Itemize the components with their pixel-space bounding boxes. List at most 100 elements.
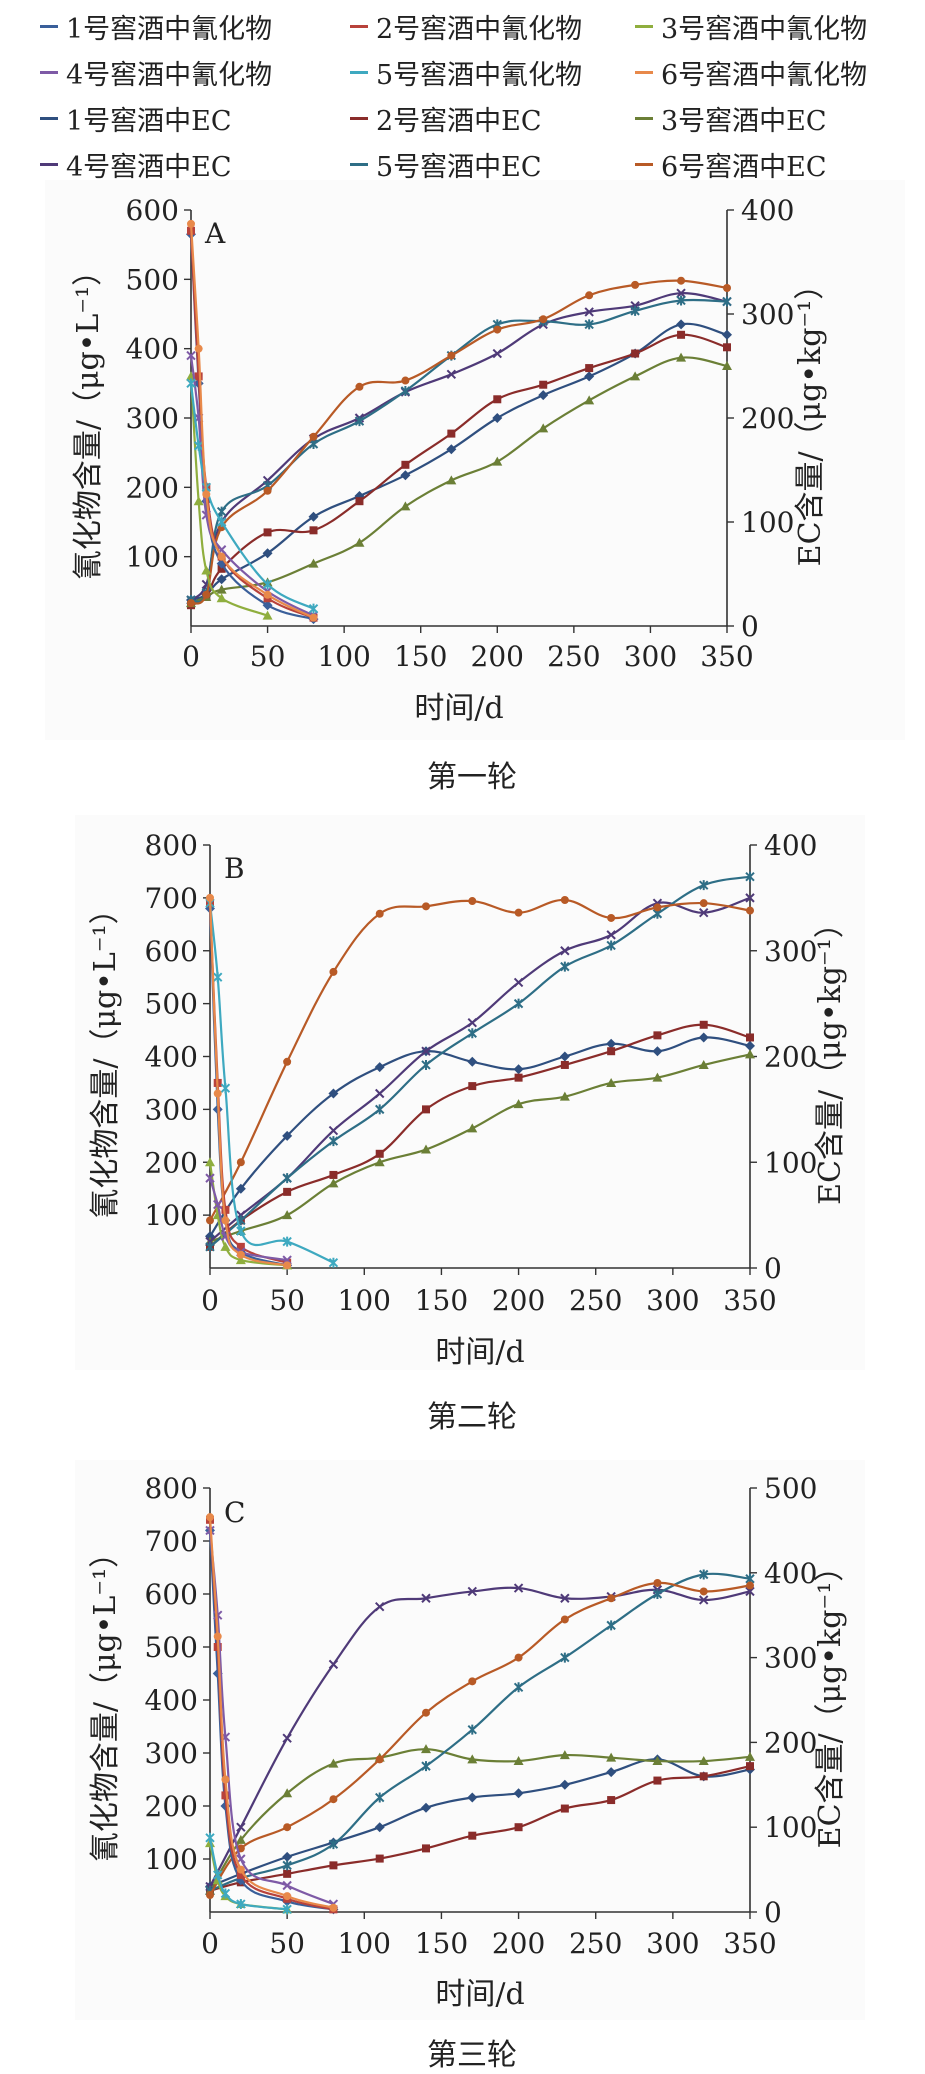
x-tick-label: 250 [569,1927,622,1960]
ec-point [584,319,594,330]
right-y-tick-label: 400 [741,194,794,227]
ec-point [422,1708,430,1717]
ec-point [205,1241,215,1252]
cyanide-series [186,371,273,620]
ec-point [309,526,318,535]
ec-point [329,1861,338,1870]
cyanide-point [262,579,273,590]
ec-point [746,1033,754,1042]
ec-point [745,1049,755,1059]
ec-point [468,1677,477,1686]
panel-a-background [45,180,905,740]
ec-point [699,880,709,891]
cyanide-point [283,1261,292,1270]
ec-point [375,1088,385,1099]
ec-point [513,1756,524,1766]
ec-point [421,1761,431,1772]
ec-point [676,319,687,330]
ec-point [467,1586,477,1597]
ec-point [355,382,364,391]
ec-point [236,1158,245,1167]
legend-swatch [40,70,58,74]
ec-point [421,1802,431,1813]
cyanide-point [329,1903,338,1912]
ec-point [375,1755,384,1764]
cyanide-series [206,893,292,1270]
ec-point [374,1157,385,1167]
legend-swatch [635,24,653,28]
ec-point [513,998,524,1009]
ec-point [421,1046,431,1056]
cyanide-point [213,1610,223,1620]
left-y-tick-label: 100 [145,1199,198,1232]
cyanide-point [193,496,204,506]
ec-point [559,1750,570,1760]
x-tick-label: 100 [338,1927,391,1960]
ec-point [513,1788,524,1799]
ec-point [375,1104,385,1115]
legend-label: 2号窖酒中氰化物 [376,13,583,45]
ec-series [206,1020,754,1251]
ec-point [699,1587,708,1596]
ec-point [560,1804,569,1813]
ec-point [492,413,503,423]
ec-point [374,1822,385,1833]
ec-point [375,1149,384,1158]
legend-swatch [635,70,653,74]
ec-point [585,364,594,373]
x-tick-label: 50 [269,1284,305,1317]
ec-point [514,1073,523,1082]
ec-point [560,1593,570,1603]
ec-point [400,385,411,396]
ec-point [607,1796,616,1805]
cyanide-point [220,1888,231,1899]
ec-point [282,1173,292,1184]
cyanide-point [328,1257,339,1268]
ec-point [493,325,502,334]
right-y-tick-label: 200 [764,1726,817,1759]
ec-point [283,1187,292,1196]
ec-point [584,307,594,317]
cyanide-point [236,1242,245,1251]
right-y-tick-label: 0 [764,1252,782,1285]
ec-point [559,1051,570,1062]
chart-legend: 1号窖酒中氰化物 2号窖酒中氰化物 3号窖酒中氰化物 4号窖酒中氰化物 5号窖酒中氰化物… [40,4,920,184]
ec-point [375,1602,385,1612]
ec-point [446,444,457,455]
legend-swatch [40,162,58,166]
caption-c: 第三轮 [427,2038,517,2073]
ec-point [468,1831,477,1840]
ec-point [606,1038,617,1049]
cyanide-point [206,893,214,902]
ec-point [606,1752,617,1762]
ec-point [328,1758,339,1768]
legend-label: 6号窖酒中EC [661,151,827,183]
left-y-tick-label: 800 [145,1472,198,1505]
x-tick-label: 100 [338,1284,391,1317]
ec-point [699,907,709,918]
ec-line [209,1053,751,1243]
x-tick-label: 350 [723,1284,776,1317]
x-tick-label: 50 [269,1927,305,1960]
ec-point [354,537,365,547]
cyanide-point [202,490,211,499]
ec-point [560,1652,570,1663]
right-y-tick-label: 300 [741,298,794,331]
legend-swatch [350,70,368,74]
ec-point [375,1792,385,1803]
legend-swatch [350,116,368,120]
cyanide-point [282,1904,292,1915]
ec-point [585,291,594,300]
ec-series [187,330,731,610]
ec-series [205,1049,755,1246]
ec-point [421,1744,431,1754]
cyanide-point [217,552,226,561]
ec-point [560,1615,569,1624]
ec-line [190,279,728,605]
ec-point [746,906,754,915]
legend-item: 4号窖酒中EC [40,142,232,186]
cyanide-point [221,1775,230,1784]
left-y-tick-label: 600 [126,194,179,227]
cyanide-point [282,1236,292,1247]
legend-item: 1号窖酒中EC [40,96,232,140]
